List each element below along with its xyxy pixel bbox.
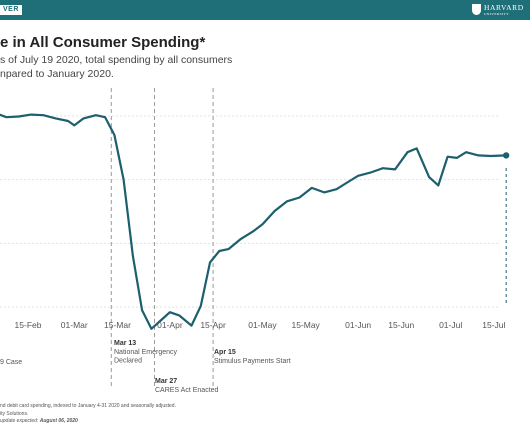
top-bar: VER HARVARD UNIVERSITY [0, 0, 530, 20]
chart-title: e in All Consumer Spending* [0, 34, 206, 51]
annotation-text: 9 Case [0, 359, 22, 366]
footnote-update: update expected: August 06, 2020 [0, 418, 300, 426]
logo-brand-name: HARVARD [484, 3, 524, 12]
x-tick-label: 15-Jun [388, 320, 414, 330]
brand-badge: VER [0, 5, 22, 15]
shield-icon [472, 4, 481, 15]
x-axis-ticks: 15-Feb 01-Mar 15-Mar 01-Apr 15-Apr 01-May 15-M… [15, 320, 506, 330]
x-tick-label: 15-Feb [15, 320, 42, 330]
annotation-date: Apr 15 [214, 349, 236, 356]
chart-subtitle: s of July 19 2020, total spending by all… [0, 53, 320, 81]
x-tick-label: 01-May [248, 320, 277, 330]
footnote-line-2: ity Solutions. [0, 410, 29, 417]
x-tick-label: 01-Mar [61, 320, 88, 330]
update-prefix: update expected: [0, 418, 40, 424]
footnote-line-1: nd debit card spending, indexed to Janua… [0, 403, 176, 409]
event-annotations: 9 Case Mar 13 National Emergency Declared Ma… [0, 340, 291, 394]
grid [0, 115, 500, 308]
update-date: August 06, 2020 [39, 418, 78, 424]
logo-brand-sub: UNIVERSITY [484, 12, 509, 16]
series-end-point [502, 152, 510, 159]
x-tick-label: 01-Jun [345, 320, 371, 330]
x-tick-label: 15-May [291, 320, 320, 330]
series-layer [0, 113, 510, 330]
annotation-text: Stimulus Payments Start [214, 358, 291, 365]
x-tick-label: 01-Jul [439, 320, 462, 330]
x-tick-label: 01-Apr [157, 320, 183, 330]
series-line [0, 113, 508, 330]
annotation-text: Declared [114, 358, 142, 365]
x-tick-label: 15-Apr [200, 320, 226, 330]
annotation-date: Mar 27 [155, 378, 177, 385]
annotation-text: CARES Act Enacted [155, 387, 219, 394]
event-markers [110, 88, 507, 388]
subtitle-line-2: npared to January 2020. [0, 68, 114, 80]
x-tick-label: 15-Mar [104, 320, 131, 330]
harvard-logo: HARVARD UNIVERSITY [472, 2, 526, 18]
x-tick-label: 15-Jul [482, 320, 505, 330]
annotation-date: Mar 13 [114, 340, 136, 347]
subtitle-line-1: s of July 19 2020, total spending by all… [0, 54, 233, 66]
footnotes: nd debit card spending, indexed to Janua… [0, 403, 300, 426]
annotation-text: National Emergency [114, 349, 178, 356]
